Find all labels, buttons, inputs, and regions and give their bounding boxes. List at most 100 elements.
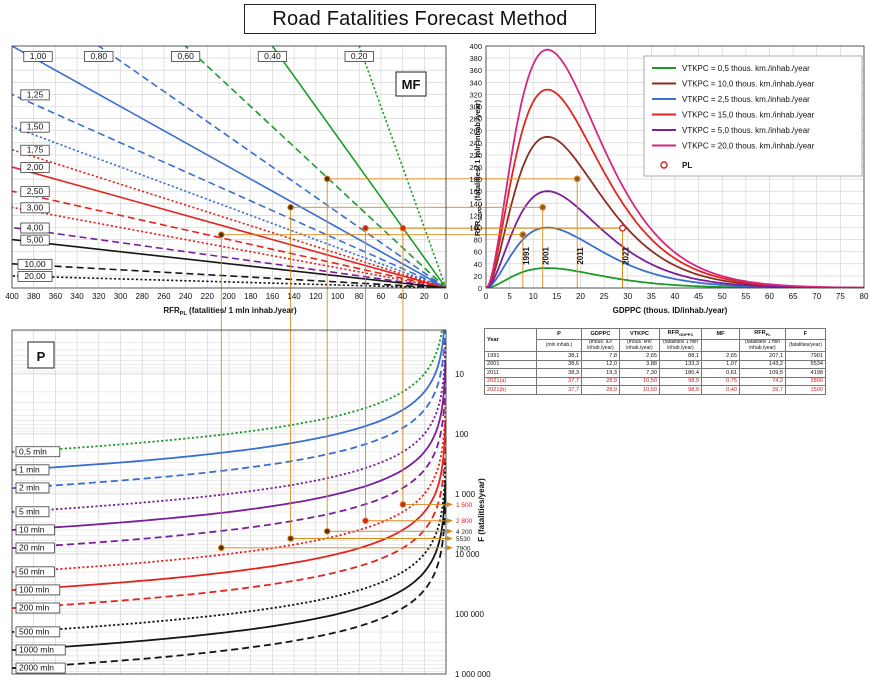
- table-units-row: (mln inhab.) (thous. ID/ inhab./year) (tho…: [485, 339, 826, 352]
- p-curve-label: 10 mln: [19, 524, 45, 534]
- gdp-y-tick-label: 40: [474, 260, 482, 269]
- legend-entry-label: VTKPC = 15,0 thous. km./inhab./year: [682, 111, 815, 120]
- mf-curve-label-box: [20, 121, 50, 133]
- table-cell: 1991: [484, 351, 537, 361]
- legend-entry-label: VTKPC = 2,5 thous. km./inhab./year: [682, 95, 810, 104]
- table-unit-cell: (fatalities/ 1 mln inhab./year): [659, 339, 702, 352]
- p-curve-label-box: [15, 566, 55, 578]
- p-curve-label-box: [15, 584, 61, 596]
- p-y-tick-label: 10 000: [455, 550, 480, 559]
- p-curve-label-box: [15, 602, 61, 614]
- table-cell: 39,7: [739, 385, 786, 395]
- mf-curve-label: 1,00: [30, 51, 47, 61]
- gdp-legend-box: [643, 55, 863, 177]
- mf-curve-label-box: [257, 51, 287, 62]
- p-curve-label-box: [15, 506, 50, 518]
- table-cell: 2011: [484, 368, 537, 378]
- mf-series-line: [12, 166, 446, 288]
- p-series-line: [12, 438, 446, 609]
- table-cell: 28,9: [581, 385, 620, 395]
- gdp-x-tick-label: 45: [694, 292, 703, 301]
- mf-curve-label: 10,00: [24, 259, 46, 269]
- mf-x-tick-label: 20: [420, 292, 429, 301]
- gdp-y-tick-label: 20: [474, 272, 482, 281]
- gdp-x-tick-label: 25: [600, 292, 609, 301]
- table-cell: 28,9: [581, 376, 620, 386]
- mf-series-line: [12, 93, 446, 288]
- mf-x-tick-label: 0: [444, 292, 449, 301]
- mf-curve-label-box: [17, 258, 53, 270]
- table-cell: 0,61: [701, 368, 740, 378]
- p-point: [217, 544, 225, 552]
- gdp-series-line: [486, 48, 864, 288]
- p-y-tick-label: 1 000 000: [455, 670, 491, 679]
- gdp-y-tick-label: 320: [469, 90, 482, 99]
- table-row: 2021(a) 37,7 28,9 10,50 98,9 0,75 74,2 2800: [484, 376, 826, 386]
- pl-point: [539, 203, 547, 211]
- table-cell: 74,2: [739, 376, 786, 386]
- table-cell: 180,4: [659, 368, 702, 378]
- mf-curve-label-box: [17, 271, 53, 282]
- p-curve-label-box: [15, 662, 66, 674]
- p-y-tick-label: 100 000: [455, 610, 484, 619]
- table-cell: 10,50: [619, 376, 660, 386]
- gdp-x-tick-label: 70: [812, 292, 821, 301]
- mf-curve-label: 4,00: [27, 223, 44, 233]
- table-cell: 5534: [785, 359, 826, 369]
- p-curve-label: 2000 mln: [19, 663, 54, 673]
- p-curve-label: 500 mln: [19, 626, 50, 636]
- year-label: 2021: [622, 247, 631, 265]
- mf-curve-label: 5,00: [27, 235, 44, 245]
- gdp-x-tick-label: 5: [507, 292, 512, 301]
- mf-x-tick-label: 220: [201, 292, 215, 301]
- mf-x-tick-label: 120: [309, 292, 323, 301]
- p-series-line: [12, 342, 446, 513]
- mf-series-line: [97, 46, 446, 288]
- gdp-x-tick-label: 80: [860, 292, 869, 301]
- p-curve-label-box: [15, 524, 55, 536]
- mf-curve-label-box: [20, 222, 50, 234]
- mf-series-line: [12, 206, 446, 288]
- p-point: [362, 517, 369, 525]
- p-series-line: [12, 330, 445, 471]
- mf-x-tick-label: 400: [5, 292, 19, 301]
- gdp-y-axis-label: RFRGDPPC (fatalities/ 1 mln inhab./year): [473, 99, 484, 236]
- table-cell: 2,65: [701, 351, 740, 361]
- gdp-y-tick-label: 300: [469, 103, 482, 112]
- mf-curve-label: 1,75: [27, 145, 44, 155]
- gdp-x-tick-label: 15: [552, 292, 561, 301]
- mf-x-tick-label: 100: [331, 292, 345, 301]
- mf-point: [399, 224, 407, 232]
- table-header-cell: VTKPC: [619, 328, 660, 340]
- mf-series-group: [12, 46, 446, 288]
- mf-x-tick-label: 300: [114, 292, 128, 301]
- p-panel-label-box: [27, 341, 55, 369]
- table-cell: 2800: [785, 376, 826, 386]
- year-label: 2001: [542, 247, 551, 265]
- mf-curve-label: 0,20: [351, 51, 368, 61]
- p-point: [323, 527, 331, 535]
- mf-curve-label: 0,80: [91, 51, 108, 61]
- table-unit-cell: (fatalities/ 1 mln inhab./year): [739, 339, 786, 352]
- mf-panel-label-box: [395, 71, 427, 97]
- gdp-y-tick-label: 400: [469, 42, 482, 51]
- mf-curve-label-box: [23, 51, 53, 62]
- p-curve-label: 1 mln: [19, 464, 40, 474]
- table-cell: 37,7: [536, 376, 582, 386]
- p-series-line: [12, 498, 446, 670]
- table-cell: 7901: [785, 351, 826, 361]
- p-panel-label: P: [37, 349, 46, 364]
- table-header-cell: GDPPC: [581, 328, 620, 340]
- gdp-y-tick-label: 200: [469, 163, 482, 172]
- mf-curve-label-box: [20, 234, 50, 246]
- mf-curve-label-box: [20, 186, 50, 198]
- table-cell: 109,5: [739, 368, 786, 378]
- mf-x-tick-label: 320: [92, 292, 106, 301]
- table-cell: 98,9: [659, 376, 702, 386]
- mf-curve-label-box: [20, 144, 50, 156]
- p-series-line: [12, 480, 446, 651]
- pl-point: [619, 224, 626, 232]
- table-unit-cell: (fatalities/year): [785, 339, 826, 352]
- mf-frame: [11, 45, 447, 289]
- table-cell: 2,65: [619, 351, 660, 361]
